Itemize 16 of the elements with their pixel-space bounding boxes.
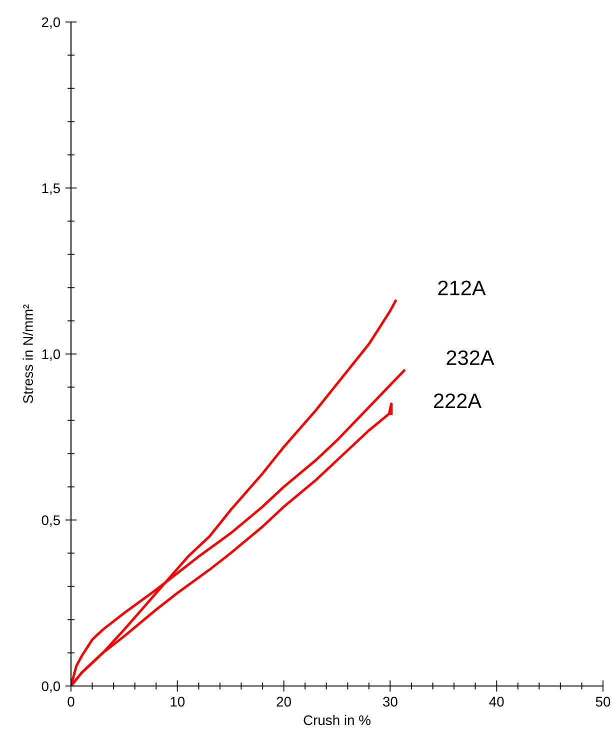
y-tick-label: 1,5: [42, 183, 60, 195]
y-axis-title: Stress in N/mm²: [22, 304, 33, 404]
y-tick-label: 0,5: [42, 515, 60, 527]
text: 232A: [446, 350, 494, 366]
x-tick-label: 0: [68, 696, 74, 707]
text: 222A: [434, 393, 482, 408]
x-tick-label: 20: [276, 696, 291, 707]
x-tick-label: 10: [170, 696, 185, 707]
y-tick-label: 1,0: [42, 349, 60, 361]
y-tick-label: 0,0: [42, 681, 60, 693]
x-tick-label: 30: [383, 696, 398, 707]
y-tick-label: 2,0: [42, 17, 60, 29]
x-tick-label: 50: [596, 696, 610, 707]
x-axis-title: Crush in %: [304, 714, 370, 726]
text: 212A: [438, 280, 486, 296]
x-tick-label: 40: [489, 696, 504, 707]
